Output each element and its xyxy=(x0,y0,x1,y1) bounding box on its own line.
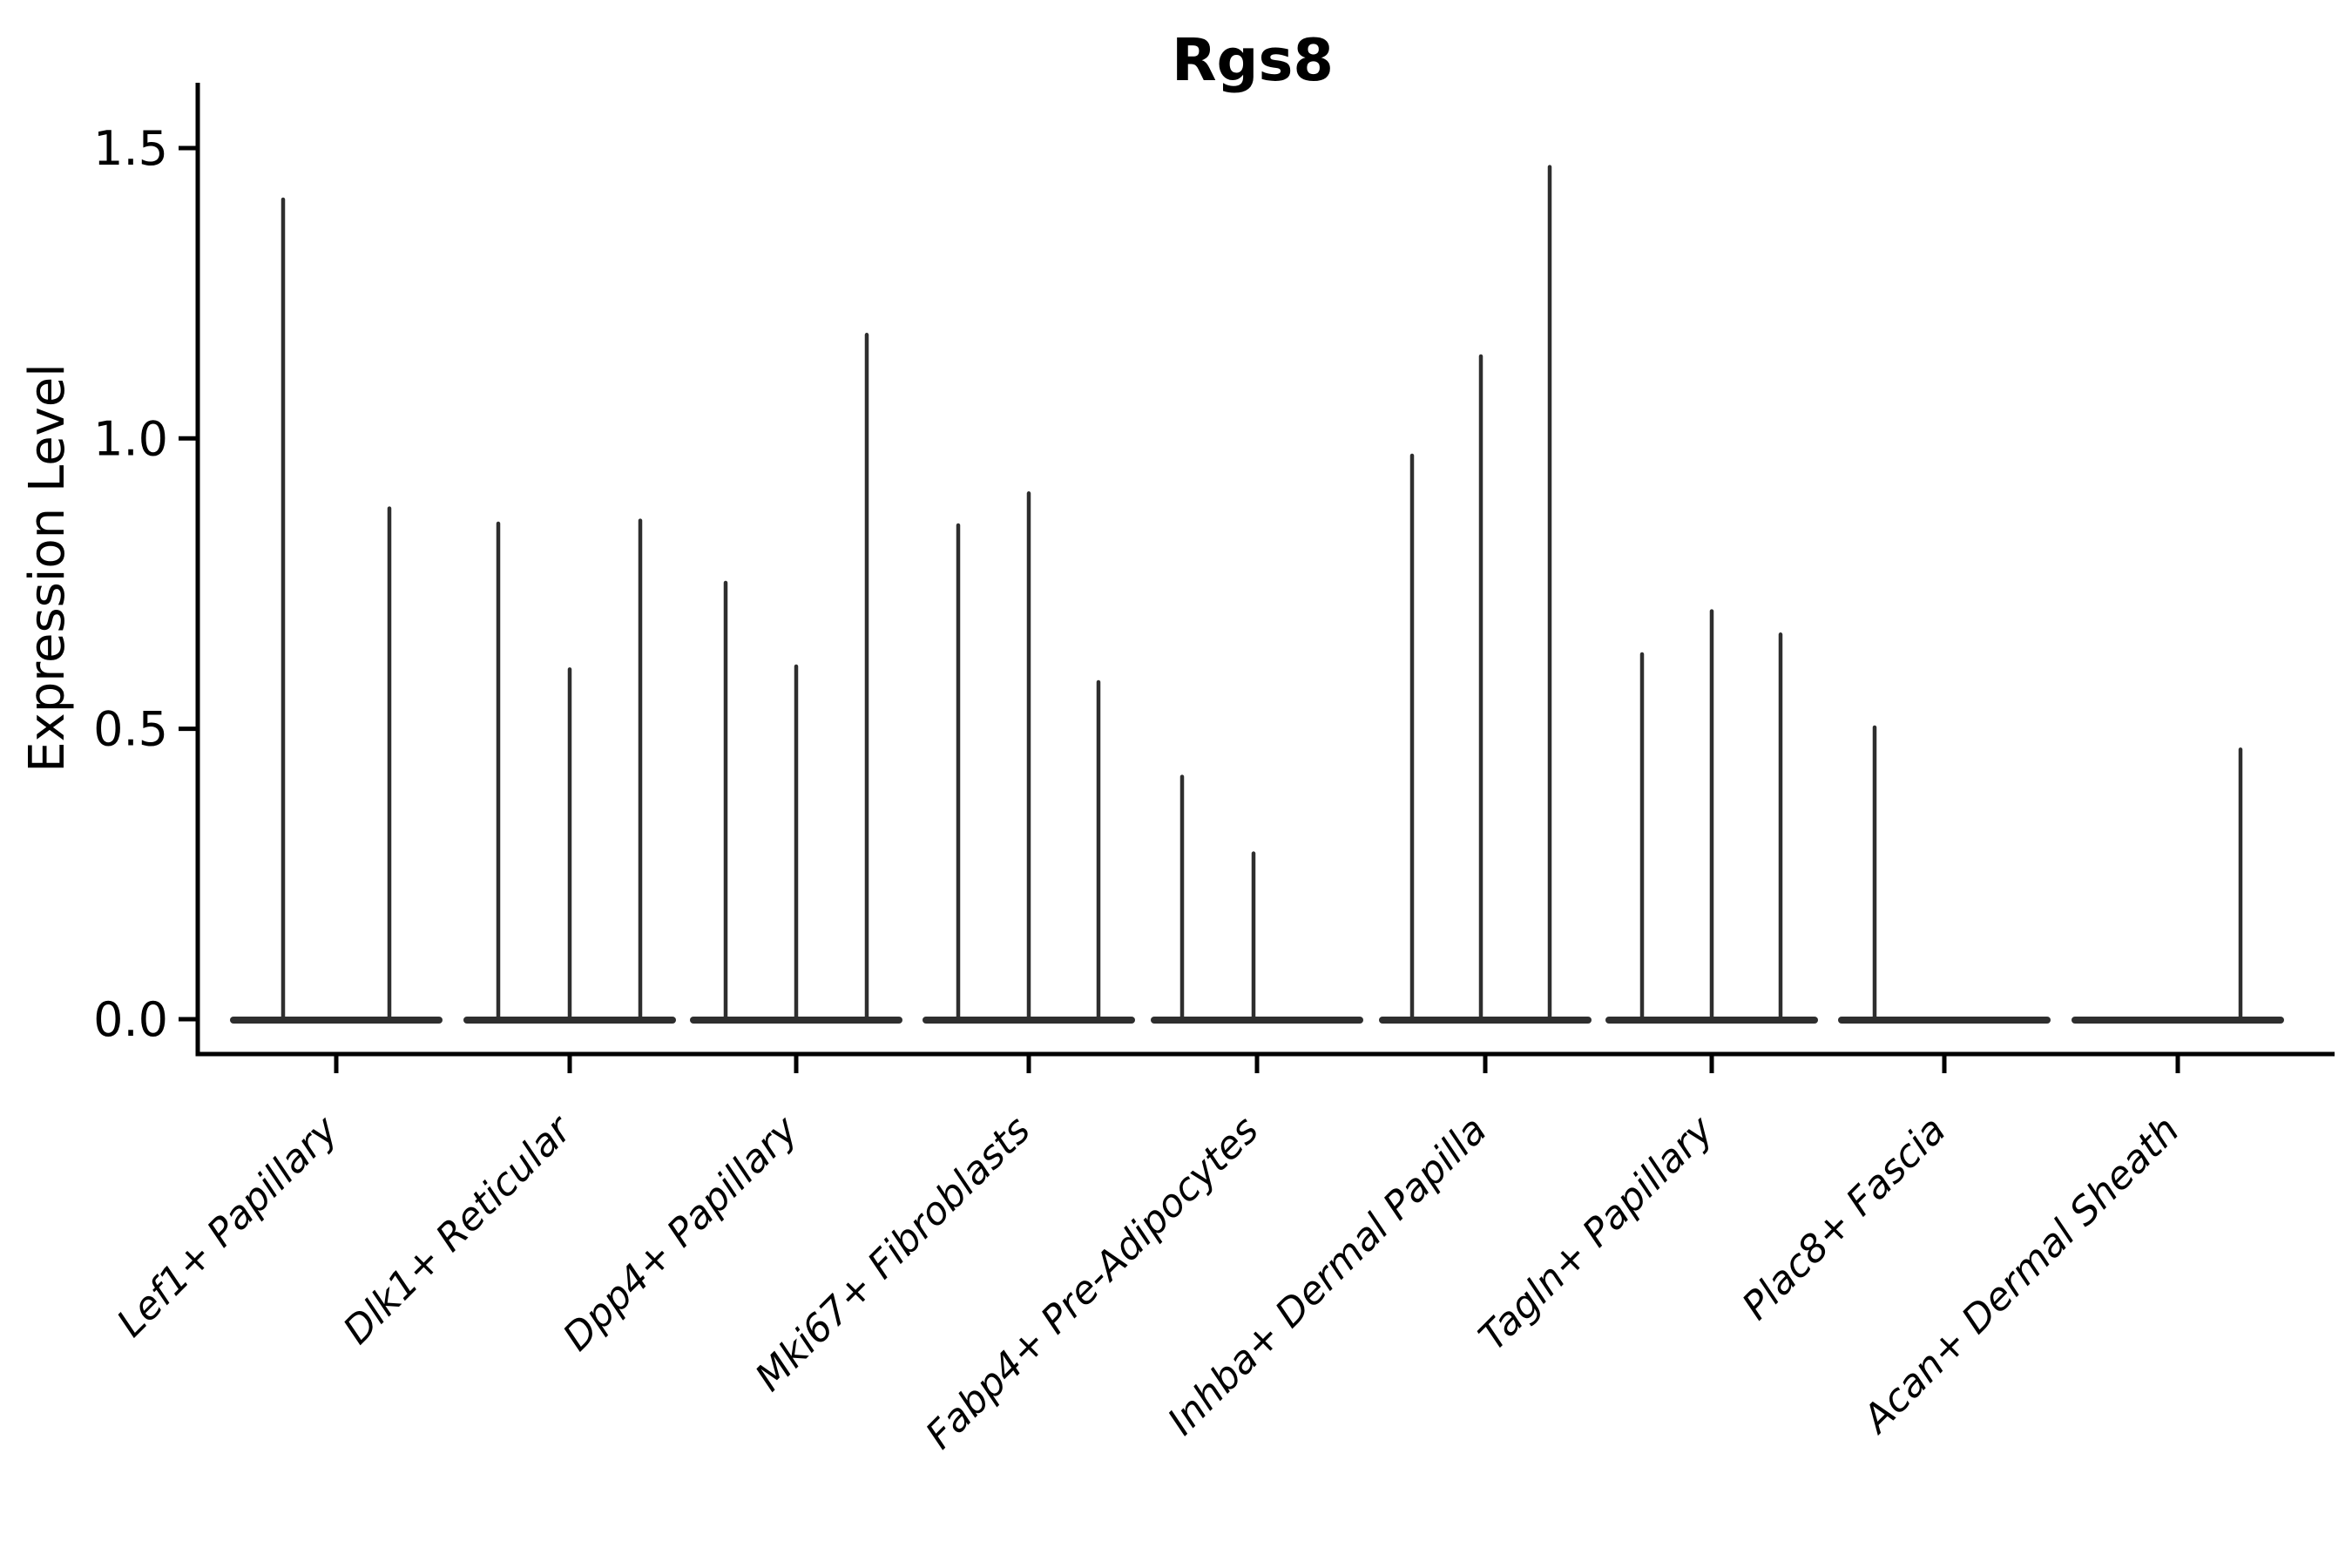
violin-base xyxy=(2072,1017,2284,1024)
violin-base xyxy=(230,1017,443,1024)
violin-base xyxy=(1838,1017,2051,1024)
y-tick-label: 0.0 xyxy=(93,992,168,1047)
chart-title: Rgs8 xyxy=(1171,26,1335,94)
violin-base xyxy=(1379,1017,1592,1024)
y-tick-label: 1.0 xyxy=(93,411,168,466)
y-tick-label: 0.5 xyxy=(93,702,168,757)
violin-base xyxy=(1151,1017,1363,1024)
y-tick-label: 1.5 xyxy=(93,121,168,176)
x-category-label: Plac8+ Fascia xyxy=(1734,1108,1954,1328)
x-category-label: Tagln+ Papillary xyxy=(1470,1107,1722,1359)
x-category-label: Lef1+ Papillary xyxy=(109,1107,348,1346)
x-category-label: Dlk1+ Reticular xyxy=(335,1106,581,1353)
x-category-label: Dpp4+ Papillary xyxy=(555,1107,808,1360)
